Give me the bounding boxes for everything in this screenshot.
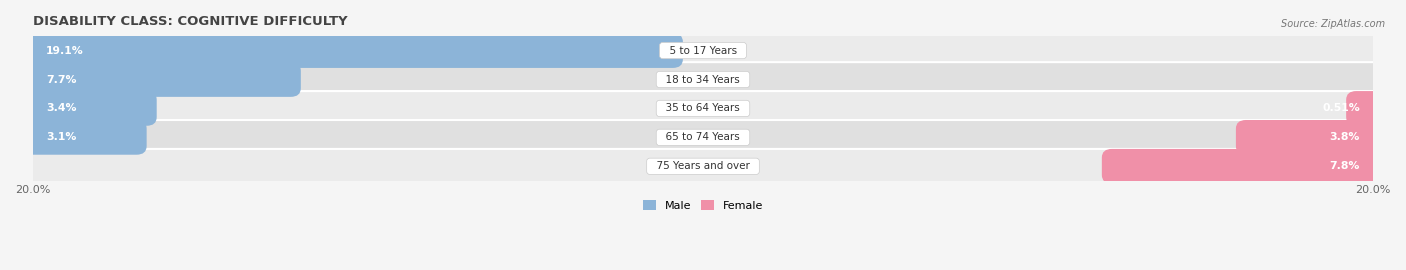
Text: 65 to 74 Years: 65 to 74 Years [659, 132, 747, 142]
Text: 3.1%: 3.1% [46, 132, 76, 142]
Text: 3.8%: 3.8% [1330, 132, 1360, 142]
Text: 35 to 64 Years: 35 to 64 Years [659, 103, 747, 113]
Text: 18 to 34 Years: 18 to 34 Years [659, 75, 747, 85]
Text: 0.0%: 0.0% [717, 46, 744, 56]
FancyBboxPatch shape [1236, 120, 1384, 155]
Text: Source: ZipAtlas.com: Source: ZipAtlas.com [1281, 19, 1385, 29]
Text: 7.8%: 7.8% [1330, 161, 1360, 171]
FancyBboxPatch shape [22, 91, 156, 126]
Legend: Male, Female: Male, Female [638, 196, 768, 216]
Text: 0.0%: 0.0% [717, 75, 744, 85]
FancyBboxPatch shape [22, 120, 146, 155]
Text: DISABILITY CLASS: COGNITIVE DIFFICULTY: DISABILITY CLASS: COGNITIVE DIFFICULTY [32, 15, 347, 28]
Text: 3.4%: 3.4% [46, 103, 76, 113]
FancyBboxPatch shape [22, 62, 1384, 97]
Text: 7.7%: 7.7% [46, 75, 76, 85]
FancyBboxPatch shape [22, 149, 1384, 184]
FancyBboxPatch shape [1102, 149, 1384, 184]
FancyBboxPatch shape [22, 62, 301, 97]
FancyBboxPatch shape [1346, 91, 1384, 126]
FancyBboxPatch shape [22, 91, 1384, 126]
FancyBboxPatch shape [22, 33, 1384, 68]
Text: 0.51%: 0.51% [1322, 103, 1360, 113]
FancyBboxPatch shape [22, 33, 683, 68]
Text: 75 Years and over: 75 Years and over [650, 161, 756, 171]
Text: 0.0%: 0.0% [662, 161, 689, 171]
FancyBboxPatch shape [22, 120, 1384, 155]
Text: 19.1%: 19.1% [46, 46, 84, 56]
Text: 5 to 17 Years: 5 to 17 Years [662, 46, 744, 56]
